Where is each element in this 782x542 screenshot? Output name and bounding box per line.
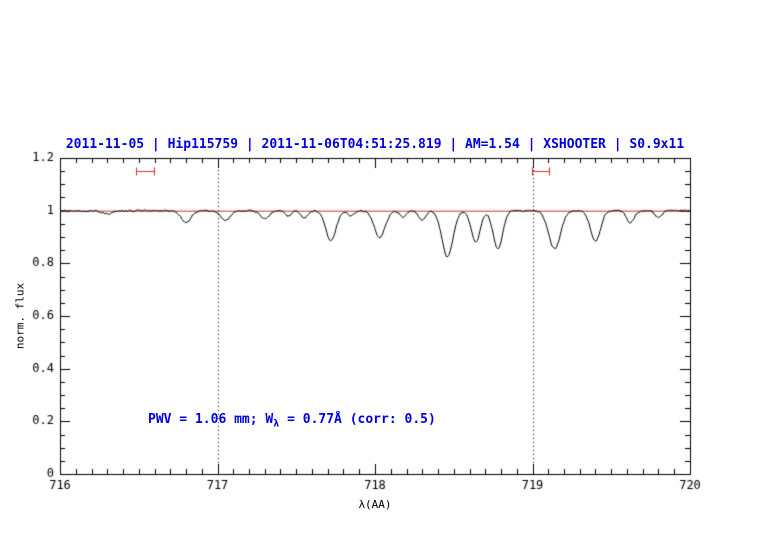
- annotation-suffix: = 0.77Å (corr: 0.5): [279, 412, 436, 427]
- annotation-lambda-subscript: λ: [273, 418, 280, 430]
- plot-title: 2011-11-05 | Hip115759 | 2011-11-06T04:5…: [65, 137, 685, 152]
- annotation-prefix: PWV = 1.06 mm; W: [148, 412, 274, 427]
- pwv-annotation: PWV = 1.06 mm; Wλ = 0.77Å (corr: 0.5): [148, 412, 436, 430]
- x-axis-label: λ(AA): [358, 498, 392, 511]
- y-axis-label: norm. flux: [13, 282, 27, 350]
